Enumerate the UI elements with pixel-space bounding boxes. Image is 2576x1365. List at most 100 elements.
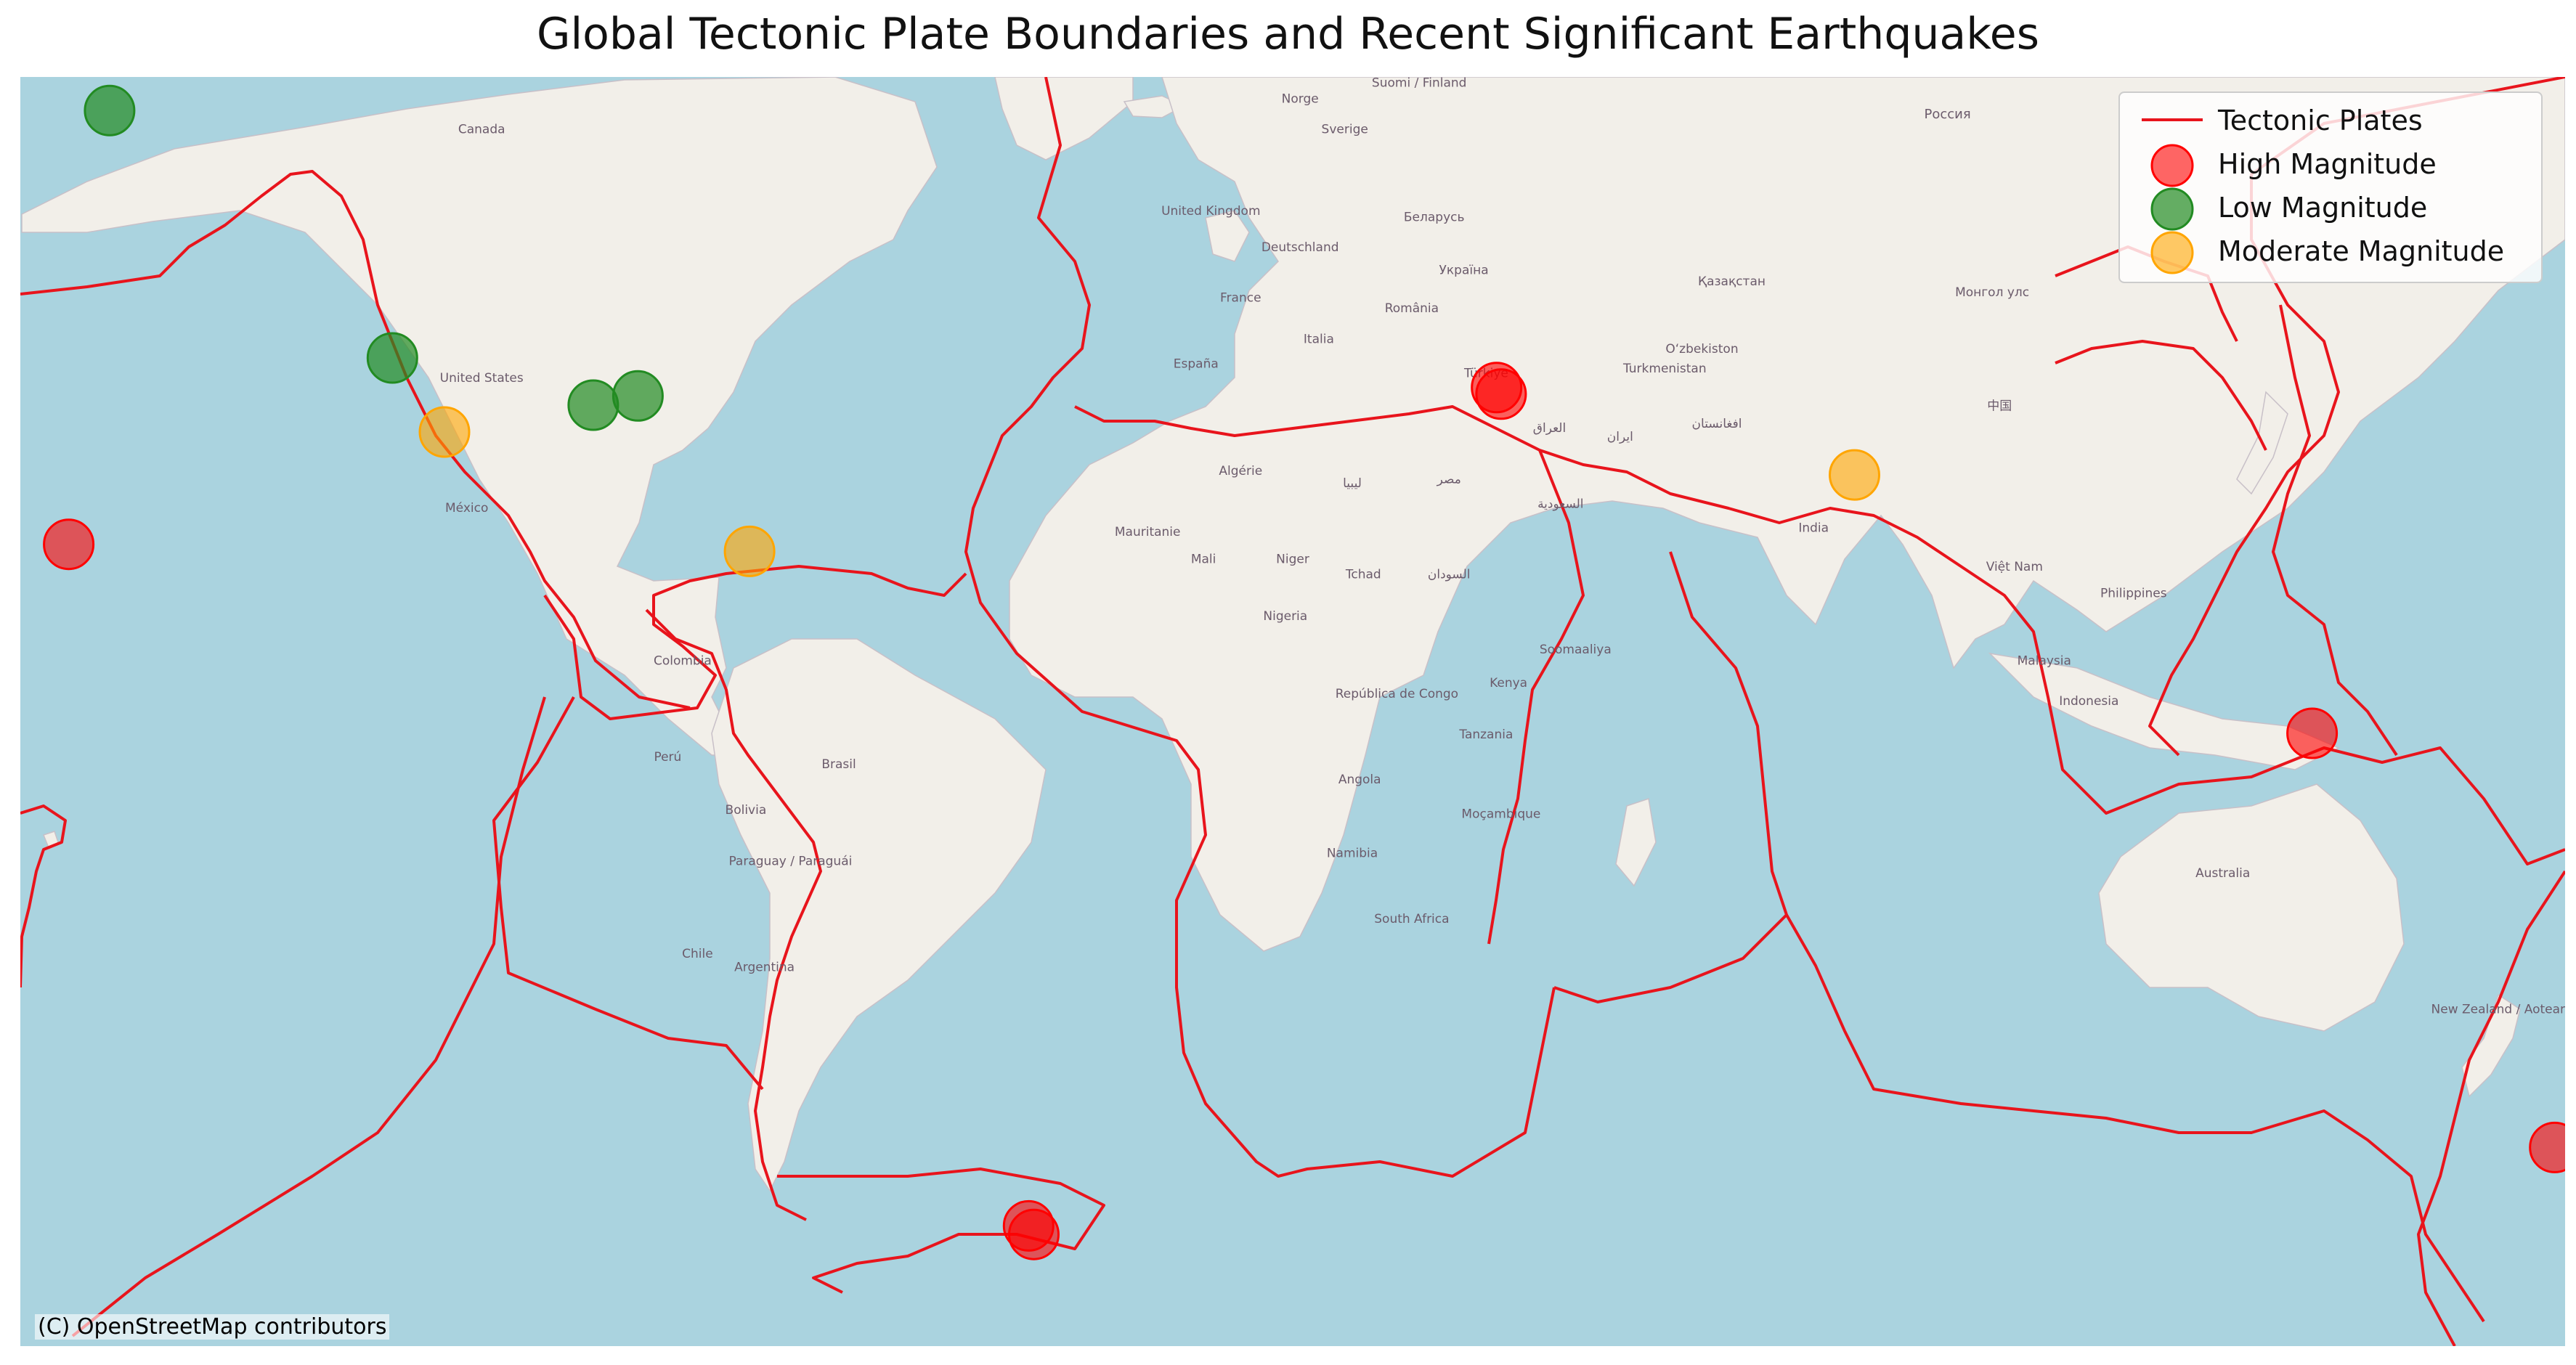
map-labels: Canada United States México Ísland Norge Suom… (440, 41, 2576, 1016)
map-label: New Zealand / Aotearoa (2431, 1002, 2576, 1016)
map-label: Україна (1439, 264, 1489, 278)
map-label: Tanzania (1458, 728, 1513, 742)
legend-circle-low (2150, 187, 2194, 231)
map-label: Australia (2195, 866, 2250, 881)
legend-item-high: High Magnitude (2120, 142, 2541, 187)
map-label: Niger (1276, 552, 1309, 566)
earthquake-marker-low[interactable] (567, 379, 619, 431)
map-label: Mauritanie (1115, 525, 1181, 539)
plate-boundary-scotia (777, 1168, 1105, 1294)
earthquake-marker-high[interactable] (2529, 1121, 2576, 1173)
map-label: Deutschland (1261, 240, 1339, 255)
map-label: Nigeria (1263, 609, 1307, 624)
new-zealand (2461, 993, 2521, 1098)
map-label: Kenya (1490, 676, 1527, 690)
earthquake-marker-moderate[interactable] (723, 525, 776, 577)
map-label: السعودية (1537, 497, 1583, 511)
map-label: Turkmenistan (1622, 362, 1707, 376)
plate-boundary-southeast-indian (1553, 913, 1788, 1003)
map-label: Moçambique (1461, 807, 1540, 821)
map-label: Angola (1338, 773, 1381, 787)
plate-boundary-indian-ocean (1669, 551, 2485, 1323)
australia (2098, 783, 2405, 1032)
land-masses (21, 77, 2565, 1192)
map-label: ایران (1607, 430, 1633, 444)
map-label: España (1174, 356, 1219, 371)
map-label: România (1385, 301, 1439, 316)
legend-item-tectonic-plates: Tectonic Plates (2120, 99, 2541, 141)
tectonic-plate-boundaries (20, 77, 2565, 1346)
earthquake-marker-high[interactable] (1471, 362, 1523, 414)
earthquake-marker-high[interactable] (1008, 1208, 1060, 1260)
plate-boundary-cocos (543, 565, 967, 720)
map-label: افغانستان (1692, 417, 1742, 431)
map-label: 中国 (1987, 399, 2012, 413)
map-label: Қазақстан (1698, 274, 1766, 289)
map-label: México (445, 501, 488, 516)
map-label: Argentina (734, 961, 795, 975)
earthquake-marker-high[interactable] (2286, 707, 2339, 759)
plate-boundary-nazca-east (492, 696, 764, 1091)
map-label: ليبيا (1343, 476, 1362, 491)
greenland (994, 77, 1134, 160)
map-label: Tchad (1345, 568, 1381, 582)
map-label: Suomi / Finland (1372, 76, 1467, 91)
map-label: Indonesia (2059, 694, 2118, 709)
plate-boundary-asia-north (2055, 340, 2267, 451)
chart-title: Global Tectonic Plate Boundaries and Rec… (537, 9, 2039, 60)
plate-boundary-east-pacific (71, 696, 546, 1337)
map-label: Bolivia (726, 803, 767, 818)
plate-boundary-aleutian (20, 170, 691, 709)
map-attribution: (C) OpenStreetMap contributors (35, 1314, 390, 1340)
plate-boundary-tonga (2417, 870, 2565, 1346)
legend-label-moderate: Moderate Magnitude (2218, 235, 2505, 267)
map-label: India (1798, 521, 1829, 535)
plate-boundary-hawaii-ring (20, 804, 67, 988)
map-label: Philippines (2100, 587, 2167, 601)
legend: Tectonic Plates High Magnitude Low Magni… (2118, 91, 2543, 283)
eurasia (1009, 77, 2565, 952)
earthquake-marker-low[interactable] (366, 332, 418, 384)
plate-boundary-mid-atlantic (964, 77, 1556, 1178)
earthquake-marker-high[interactable] (43, 518, 95, 571)
map-label: Ísland (1066, 41, 1103, 57)
map-label: Soomaaliya (1540, 643, 1612, 657)
legend-item-low: Low Magnitude (2120, 186, 2541, 231)
legend-circle-high (2150, 144, 2194, 187)
map-label: Perú (654, 750, 681, 765)
map-label: France (1220, 291, 1261, 306)
uk (1205, 210, 1250, 262)
plate-boundary-east-africa (1487, 449, 1585, 945)
plate-boundary-caribbean (645, 608, 822, 1221)
map-label: Malaysia (2018, 653, 2071, 668)
legend-label-low: Low Magnitude (2218, 192, 2428, 224)
earthquake-marker-moderate[interactable] (1829, 449, 1880, 501)
map-label: Россия (1925, 107, 1971, 122)
map-label: República de Congo (1336, 687, 1458, 701)
map-label: Algérie (1219, 464, 1262, 478)
legend-label-tectonic-plates: Tectonic Plates (2218, 105, 2423, 136)
map-label: Монгол улс (1955, 285, 2029, 300)
earthquake-marker-moderate[interactable] (418, 406, 471, 458)
legend-circle-moderate (2150, 231, 2194, 274)
map-label: Việt Nam (1986, 560, 2043, 574)
map-label: Namibia (1327, 846, 1378, 860)
earthquake-marker-low[interactable] (84, 84, 136, 136)
legend-item-moderate: Moderate Magnitude (2120, 229, 2541, 274)
map-label: South Africa (1374, 912, 1449, 926)
map-label: United States (440, 371, 524, 386)
map-label: Brasil (821, 757, 856, 772)
map-label: United Kingdom (1161, 204, 1260, 219)
earthquake-marker-low[interactable] (612, 370, 664, 422)
map-label: Paraguay / Paraguái (728, 854, 852, 868)
map-label: Chile (682, 947, 713, 961)
plate-boundary-philippine (2272, 304, 2398, 757)
earthquake-markers[interactable] (43, 84, 2576, 1260)
map-label: Mali (1191, 552, 1216, 566)
map-label: Беларусь (1404, 210, 1465, 224)
plate-boundary-eurasia-africa (1074, 405, 2565, 865)
indonesia (1988, 652, 2340, 770)
map-label: Canada (458, 123, 505, 137)
south-america (711, 638, 1047, 1192)
